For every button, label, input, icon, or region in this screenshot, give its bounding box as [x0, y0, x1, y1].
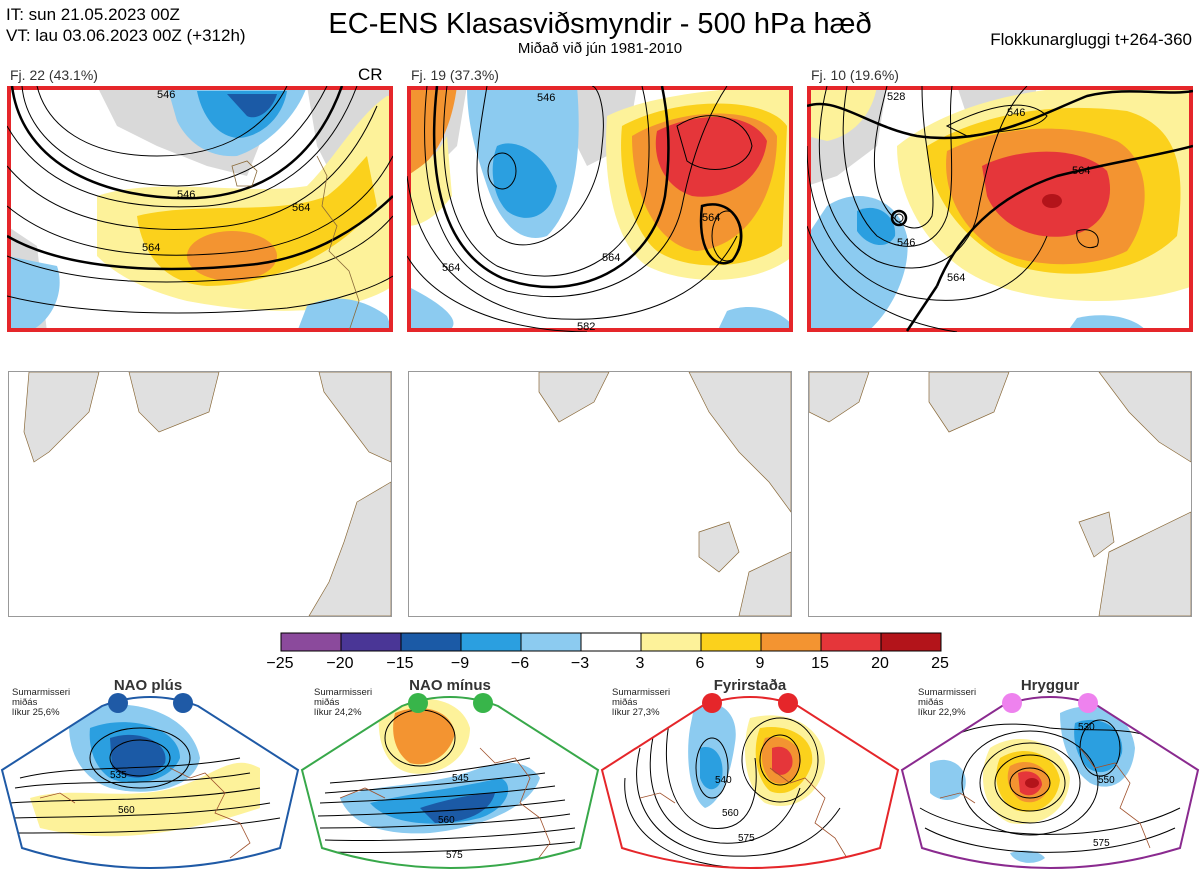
contour-label: 564 [1072, 165, 1090, 177]
contour-label: 575 [1093, 838, 1110, 849]
contour-label: 575 [738, 833, 755, 844]
contour-label: 564 [442, 262, 460, 274]
colorbar-tick: −9 [450, 655, 470, 672]
colorbar-swatches [280, 632, 942, 652]
blank-map-2 [408, 371, 792, 617]
contour-label: 560 [722, 808, 739, 819]
contour-label: 546 [157, 89, 175, 101]
valid-time: VT: lau 03.06.2023 00Z (+312h) [6, 26, 246, 45]
colorbar-tick: 25 [931, 655, 949, 672]
colorbar-swatch [700, 632, 762, 652]
contour-label: 530 [1078, 722, 1095, 733]
regime-3-note: Sumarmisseri miðás líkur 27,3% [612, 687, 671, 718]
colorbar-swatch [820, 632, 882, 652]
contour-label: 546 [537, 92, 555, 104]
page-subtitle: Miðað við jún 1981-2010 [517, 40, 683, 57]
contour-label: 545 [452, 773, 469, 784]
cluster-1-label: Fj. 22 (43.1%) [10, 67, 98, 83]
colorbar-tick: −25 [266, 655, 294, 672]
contour-label: 535 [110, 770, 127, 781]
contour-label: 528 [887, 91, 905, 103]
colorbar-tick: 20 [871, 655, 889, 672]
regime-1-map[interactable]: 535 560 [0, 688, 300, 871]
colorbar-swatch [460, 632, 522, 652]
contour-label: 564 [602, 252, 620, 264]
regime-4-note: Sumarmisseri miðás líkur 22,9% [918, 687, 977, 718]
run-info: IT: sun 21.05.2023 00Z VT: lau 03.06.202… [6, 4, 246, 46]
contour-label: 546 [177, 189, 195, 201]
colorbar-swatch [580, 632, 642, 652]
contour-label: 540 [715, 775, 732, 786]
contour-label: 560 [118, 805, 135, 816]
contour-label: 564 [292, 202, 310, 214]
colorbar [280, 632, 944, 657]
page-title: EC-ENS Klasasviðsmyndir - 500 hPa hæð [328, 8, 872, 40]
regime-2-note: Sumarmisseri miðás líkur 24,2% [314, 687, 373, 718]
colorbar-swatch [760, 632, 822, 652]
regime-4-map[interactable]: 530 550 575 [900, 688, 1200, 871]
regime-2-title: NAO mínus [409, 677, 491, 694]
classification-window: Flokkunargluggi t+264-360 [990, 30, 1192, 49]
contour-label: 560 [438, 815, 455, 826]
contour-label: 550 [1098, 775, 1115, 786]
colorbar-tick: 6 [695, 655, 705, 672]
colorbar-swatch [340, 632, 402, 652]
cluster-1-tag: CR [358, 65, 383, 84]
regime-3-map[interactable]: 540 560 575 [600, 688, 900, 871]
contour-label: 546 [897, 237, 915, 249]
regime-1-note: Sumarmisseri miðás líkur 25,6% [12, 687, 71, 718]
cluster-2-label: Fj. 19 (37.3%) [411, 67, 499, 83]
cluster-3-map[interactable]: 528 546 564 546 564 [807, 86, 1193, 332]
colorbar-swatch [640, 632, 702, 652]
contour-label: 575 [446, 850, 463, 861]
blank-map-3 [808, 371, 1192, 617]
regime-1-title: NAO plús [113, 677, 183, 694]
regime-4-title: Hryggur [1020, 677, 1080, 694]
colorbar-swatch [520, 632, 582, 652]
contour-label: 564 [142, 242, 160, 254]
cluster-1-map[interactable]: 546 564 564 546 [7, 86, 393, 332]
blank-map-1 [8, 371, 392, 617]
cluster-2-map[interactable]: 546 564 564 564 582 [407, 86, 793, 332]
colorbar-swatch [280, 632, 342, 652]
colorbar-tick: −3 [570, 655, 590, 672]
colorbar-tick: 15 [811, 655, 829, 672]
contour-label: 564 [702, 212, 720, 224]
colorbar-swatch [400, 632, 462, 652]
colorbar-tick: 3 [635, 655, 645, 672]
colorbar-tick: −6 [510, 655, 530, 672]
cluster-3-label: Fj. 10 (19.6%) [811, 67, 899, 83]
contour-label: 582 [577, 321, 595, 332]
regime-2-map[interactable]: 545 560 575 [300, 688, 600, 871]
contour-label: 564 [947, 272, 965, 284]
colorbar-tick: −15 [386, 655, 414, 672]
colorbar-swatch [880, 632, 942, 652]
colorbar-tick: −20 [326, 655, 354, 672]
init-time: IT: sun 21.05.2023 00Z [6, 5, 180, 24]
colorbar-tick: 9 [755, 655, 765, 672]
regime-3-title: Fyrirstaða [713, 677, 787, 694]
contour-label: 546 [1007, 107, 1025, 119]
